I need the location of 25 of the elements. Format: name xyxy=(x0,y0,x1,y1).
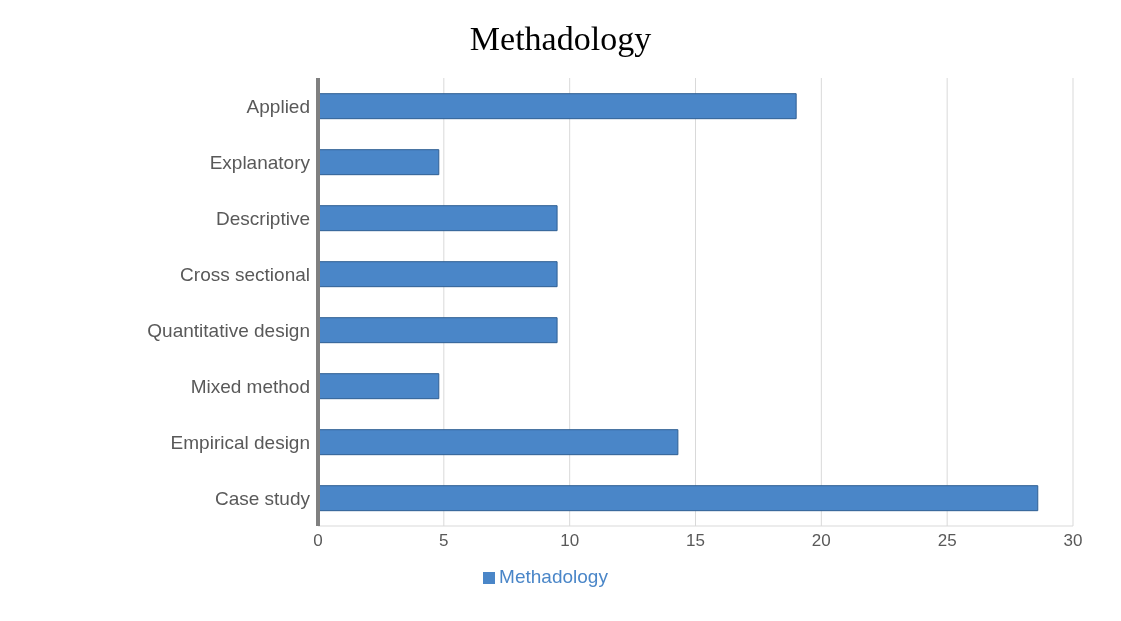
bar xyxy=(318,149,440,176)
bar xyxy=(318,317,558,344)
y-tick-label: Empirical design xyxy=(170,431,310,453)
y-tick-label: Cross sectional xyxy=(180,263,310,285)
bar xyxy=(318,93,797,120)
y-tick-label: Quantitative design xyxy=(147,319,310,341)
y-tick-label: Descriptive xyxy=(216,207,310,229)
bar xyxy=(318,429,679,456)
y-tick-label: Case study xyxy=(214,487,311,509)
x-tick-label: 10 xyxy=(560,531,580,551)
x-tick-label: 15 xyxy=(686,531,705,551)
bar xyxy=(318,373,440,400)
y-tick-label: Explanatory xyxy=(209,151,311,173)
legend-label: Methadology xyxy=(499,566,608,587)
x-tick-label: 0 xyxy=(313,531,323,551)
bar xyxy=(318,261,558,288)
bar xyxy=(318,205,558,232)
chart-title: Methadology xyxy=(468,20,653,58)
x-tick-label: 25 xyxy=(937,531,957,551)
y-tick-label: Mixed method xyxy=(190,375,310,397)
y-tick-label: Applied xyxy=(246,95,310,117)
bar xyxy=(318,485,1039,512)
x-tick-label: 5 xyxy=(439,531,449,551)
x-tick-label: 30 xyxy=(1063,531,1083,551)
x-tick-label: 20 xyxy=(811,531,831,551)
